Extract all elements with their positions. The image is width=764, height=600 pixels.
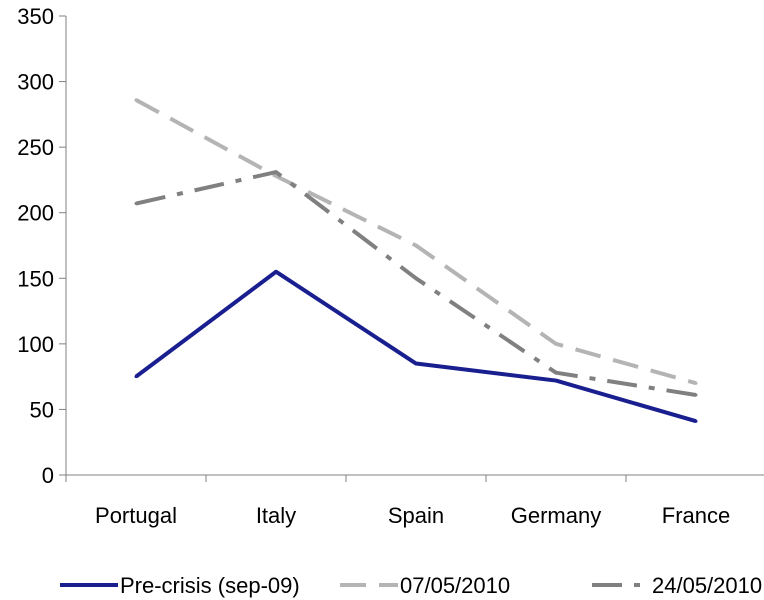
legend-label-1: Pre-crisis (sep-09) [120,573,300,598]
x-axis: Portugal Italy Spain Germany France [65,474,764,528]
data-point [134,202,138,206]
y-tick-label: 300 [17,70,54,95]
series-line-1 [134,269,697,424]
data-point [414,362,418,366]
data-point [134,98,138,102]
y-tick-label: 150 [17,266,54,291]
y-tick-label: 50 [30,397,54,422]
data-point [274,174,278,178]
data-point [134,375,138,379]
x-tick-label: France [662,503,730,528]
legend-label-2: 07/05/2010 [400,573,510,598]
y-tick-label: 0 [42,463,54,488]
x-tick-label: Italy [256,503,296,528]
data-point [554,342,558,346]
data-point [694,381,698,385]
legend: Pre-crisis (sep-09) 07/05/2010 24/05/2010 [60,573,762,598]
y-tick-label: 350 [17,4,54,29]
y-tick-label: 250 [17,135,54,160]
data-point [694,419,698,423]
x-tick-label: Spain [388,503,444,528]
x-tick-label: Portugal [95,503,177,528]
series-line-2 [135,98,697,386]
data-point [414,276,418,280]
y-tick-label: 100 [17,332,54,357]
data-point [554,379,558,383]
data-point [554,371,558,375]
data-point [274,170,278,174]
plot-area [134,98,698,424]
legend-label-3: 24/05/2010 [652,573,762,598]
y-tick-label: 200 [17,201,54,226]
x-tick-label: Germany [511,503,601,528]
data-point [694,393,698,397]
y-axis: 0 50 100 150 200 250 300 350 [17,4,67,488]
data-point [274,270,278,274]
data-point [414,244,418,247]
